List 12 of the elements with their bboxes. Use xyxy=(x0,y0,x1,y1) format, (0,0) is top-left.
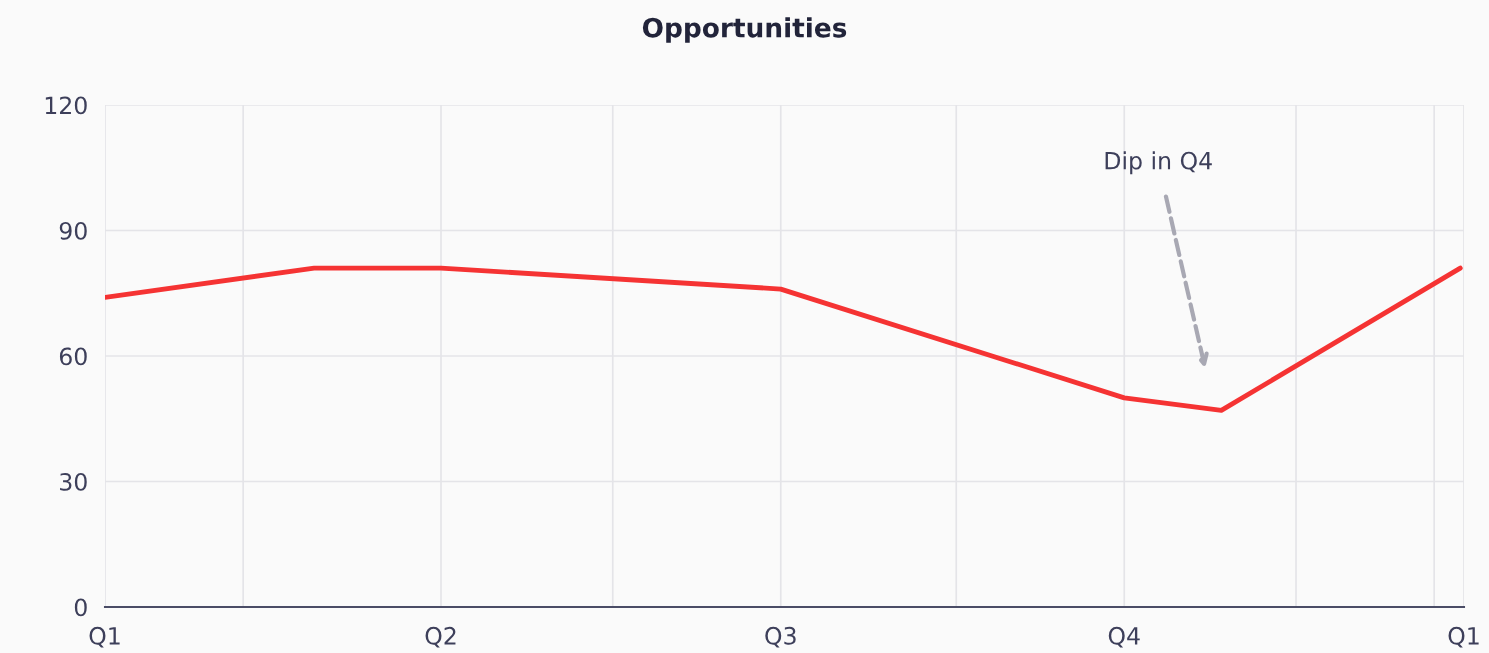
x-tick-label: Q1 xyxy=(89,626,120,648)
y-tick-label: 60 xyxy=(59,347,87,366)
chart-title: Opportunities xyxy=(642,17,847,43)
x-tick-label: Q2 xyxy=(425,626,456,648)
x-tick-label: Q1 xyxy=(1448,626,1479,648)
annotation: Dip in Q4 xyxy=(1105,151,1212,175)
y-tick-label: 90 xyxy=(59,221,87,240)
y-tick-label: 120 xyxy=(45,96,87,115)
x-tick-label: Q4 xyxy=(1108,626,1140,648)
y-tick-label: 30 xyxy=(60,472,87,491)
y-tick-label: 0 xyxy=(74,598,87,617)
x-tick-label: Q3 xyxy=(765,626,796,648)
